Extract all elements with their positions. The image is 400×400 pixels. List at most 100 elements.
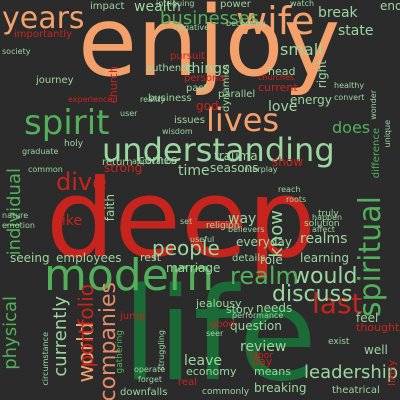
word-seeing: seeing xyxy=(10,251,50,265)
word-becoming: becoming xyxy=(226,19,266,28)
word-end: end xyxy=(380,0,400,13)
word-faith: faith xyxy=(103,194,117,222)
word-intriguing: intriguing xyxy=(156,0,195,8)
word-dive: dive xyxy=(56,168,107,196)
word-personal: personal xyxy=(184,73,228,84)
word-common: common xyxy=(28,165,63,174)
word-user: user xyxy=(120,109,138,118)
word-story: story xyxy=(226,303,254,316)
word-pursuit: pursuit xyxy=(170,51,206,62)
word-strong: strong xyxy=(104,161,143,175)
word-unique: unique xyxy=(383,120,392,148)
word-breaking: breaking xyxy=(254,381,307,395)
word-employees: employees xyxy=(56,251,122,265)
word-show: show xyxy=(272,155,304,169)
word-exist: exist xyxy=(328,337,350,347)
word-good: good xyxy=(210,319,235,330)
word-realm: realm xyxy=(230,262,299,290)
word-society: society xyxy=(2,47,31,56)
word-rest: rest xyxy=(140,251,162,264)
word-people: people xyxy=(152,236,220,260)
word-return: return xyxy=(102,157,133,168)
word-seasons: seasons xyxy=(210,161,259,175)
word-issues: issues xyxy=(174,115,205,126)
word-modern: modern xyxy=(44,250,214,301)
word-would: would xyxy=(292,264,358,289)
word-authentic: authentic xyxy=(146,63,194,74)
word-set: set xyxy=(180,217,193,226)
word-wonder: wonder xyxy=(369,90,378,120)
word-lives: lives xyxy=(206,101,280,139)
word-love: love xyxy=(268,99,298,115)
word-comes: comes xyxy=(138,153,178,167)
word-wisdom: wisdom xyxy=(162,127,193,136)
word-impact: impact xyxy=(90,1,125,12)
word-nature: nature xyxy=(2,211,29,220)
word-way: way xyxy=(228,211,257,227)
word-difference: difference xyxy=(371,128,382,179)
word-past: past xyxy=(186,83,208,94)
word-likely: likely xyxy=(387,360,398,386)
word-believers: believers xyxy=(228,225,265,234)
word-circumstance: circumstance xyxy=(41,332,50,386)
word-spirit: spirit xyxy=(24,103,110,143)
word-last: last xyxy=(312,287,363,320)
word-understanding: understanding xyxy=(102,131,335,169)
word-economy: economy xyxy=(186,365,237,378)
word-role: role xyxy=(260,253,283,267)
word-energy: energy xyxy=(290,93,332,107)
word-review: review xyxy=(240,339,287,355)
word-businesses: businesses xyxy=(160,8,259,29)
word-small: small xyxy=(280,40,323,59)
word-god: god xyxy=(196,99,219,113)
word-churches: churches xyxy=(258,73,295,82)
word-solution: solution xyxy=(304,219,340,229)
word-gathering: gathering xyxy=(115,330,125,374)
word-state: state xyxy=(338,23,374,39)
word-portfolio: portfolio xyxy=(74,284,98,368)
word-interplay: interplay xyxy=(242,165,278,174)
word-holy: holy xyxy=(64,139,84,149)
word-enjoy: enjoy xyxy=(78,0,341,98)
word-break: break xyxy=(318,5,358,21)
word-wealth: wealth xyxy=(134,0,181,15)
word-performance: performance xyxy=(232,311,284,320)
word-feel: feel xyxy=(356,311,379,325)
word-forget: forget xyxy=(138,375,162,384)
word-power: power xyxy=(220,0,251,10)
word-convert: convert xyxy=(334,93,365,102)
word-negative: negative xyxy=(174,23,209,32)
word-trauma: trauma xyxy=(214,149,258,163)
word-well: well xyxy=(364,343,388,357)
word-does: does xyxy=(332,118,371,137)
word-theatrical: theatrical xyxy=(332,385,380,396)
word-life: life xyxy=(122,261,317,400)
word-operate: operate xyxy=(134,365,166,374)
word-deep: deep xyxy=(46,157,316,282)
word-jump: jump xyxy=(120,311,146,322)
word-downfalls: downfalls xyxy=(120,387,168,398)
word-watch: watch xyxy=(290,0,315,8)
word-affect: affect xyxy=(312,225,335,234)
word-time: time xyxy=(178,163,210,179)
word-experienced: experienced xyxy=(68,95,118,104)
word-seer: seer xyxy=(206,329,224,338)
word-graduate: graduate xyxy=(22,147,59,156)
word-thoughts: thoughts xyxy=(356,321,400,334)
word-happen: happen xyxy=(312,213,343,222)
word-current: current xyxy=(258,81,298,94)
word-labor: labor xyxy=(250,351,273,361)
word-marriage: marriage xyxy=(166,261,221,275)
word-healthy: healthy xyxy=(334,81,365,90)
word-reality: reality xyxy=(140,95,166,104)
word-know: know xyxy=(266,210,287,258)
word-physical: physical xyxy=(0,296,21,370)
word-religion: religion xyxy=(206,221,240,231)
word-parallel: parallel xyxy=(218,89,256,100)
word-question: question xyxy=(230,319,282,333)
word-wife: wife xyxy=(236,0,315,43)
word-years: years xyxy=(2,1,85,36)
word-jealousy: jealousy xyxy=(196,297,242,310)
word-head: head xyxy=(268,65,296,78)
